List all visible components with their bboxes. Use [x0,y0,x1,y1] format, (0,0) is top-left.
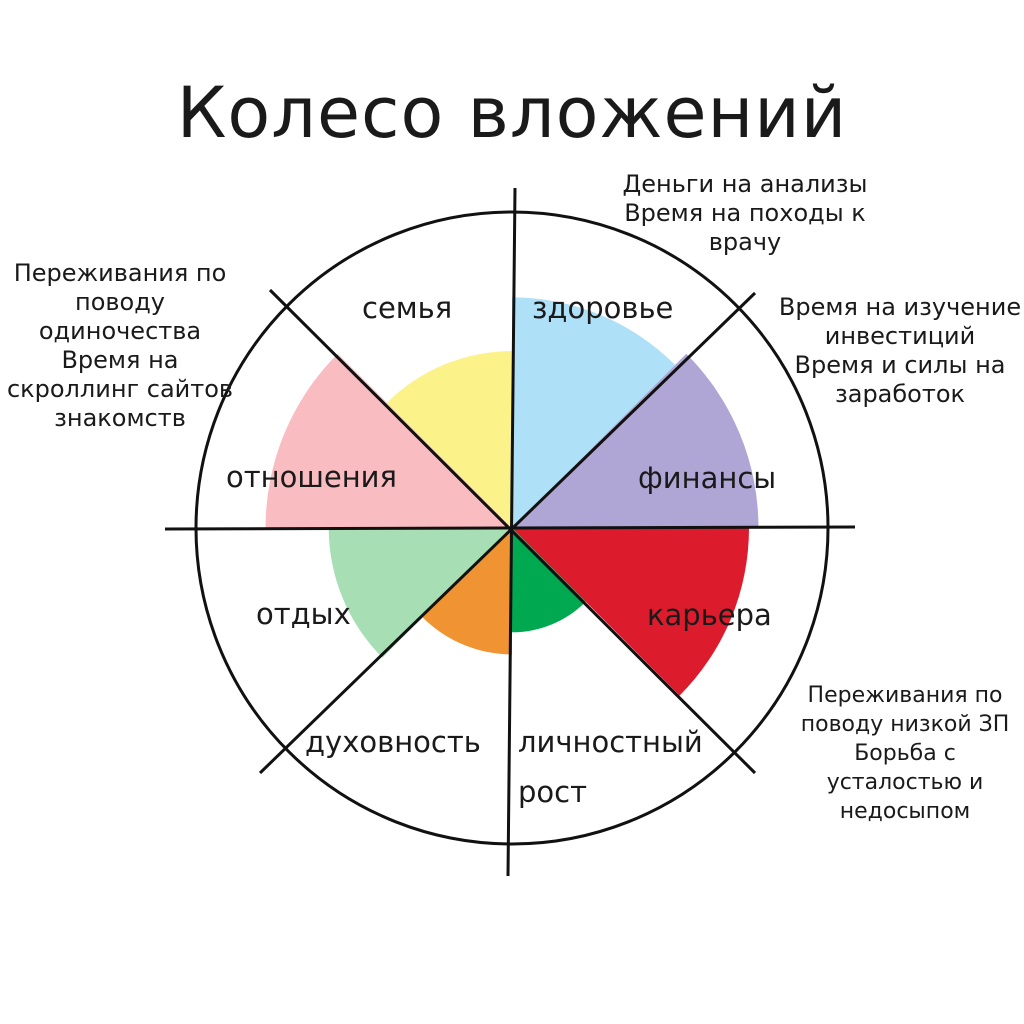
segment-label-growth: личностный рост [518,725,703,809]
segment-label-family: семья [362,291,452,325]
spoke-diagonal-down [268,288,757,775]
segment-fill-6 [265,353,512,528]
segment-label-relationships: отношения [226,460,397,494]
segment-fill-4 [422,528,512,655]
note-health: Деньги на анализы Время на походы к врач… [622,170,868,256]
segment-label-health: здоровье [532,291,673,325]
note-career: Переживания по поводу низкой ЗП Борьба с… [800,683,1010,824]
segment-label-finance: финансы [638,461,776,495]
segment-fill-2 [512,528,749,696]
segment-fill-0 [512,297,676,528]
page-title: Колесо вложений [176,72,848,154]
spoke-diagonal-up [258,291,757,775]
note-relationships: Переживания по поводу одиночества Время … [6,259,234,432]
segment-fill-5 [328,528,512,658]
segment-label-rest: отдых [256,597,351,631]
segment-fill-7 [386,351,512,528]
segment-label-spirituality: духовность [305,725,481,759]
segment-label-career: карьера [647,598,772,632]
note-finance: Время на изучение инвестиций Время и сил… [778,293,1022,408]
segment-fill-3 [512,528,586,633]
segment-fill-1 [512,353,759,528]
